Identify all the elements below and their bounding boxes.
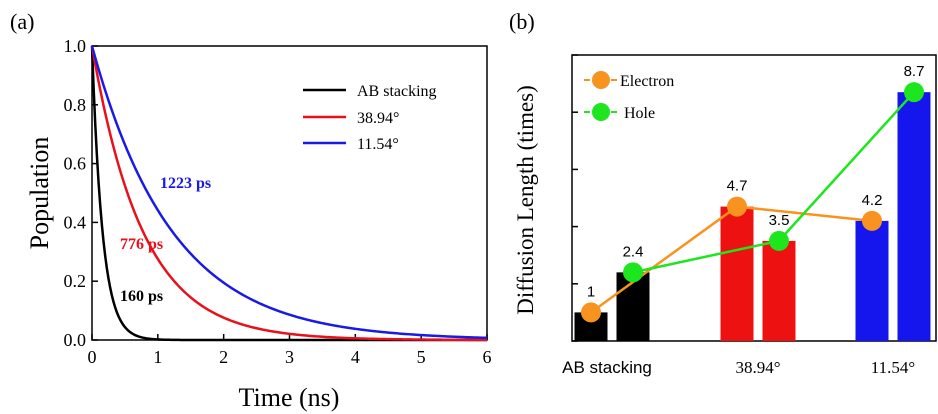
a-xtick-label: 4 (351, 347, 360, 367)
panel-b-label: (b) (509, 9, 535, 34)
annotation-776ps: 776 ps (120, 236, 163, 253)
panel-a-series (90, 45, 488, 342)
a-xtick-label: 5 (417, 347, 426, 367)
a-series-line-1 (90, 45, 487, 342)
a-ytick-label: 0.4 (64, 212, 87, 232)
b-data-label: 1 (587, 283, 595, 300)
legend-label-ab: AB stacking (357, 83, 437, 100)
b-data-label: 4.7 (727, 178, 748, 195)
panel-a-label: (a) (10, 9, 34, 34)
panel-b-y-ticks (572, 54, 578, 342)
a-xtick-label: 2 (219, 347, 228, 367)
panel-b-plot-frame (571, 54, 937, 342)
legend-label-hole: Hole (624, 105, 655, 122)
annotation-1223ps: 1223 ps (160, 175, 211, 192)
a-xtick-label: 6 (483, 347, 492, 367)
b-bar-1-1 (762, 240, 796, 341)
b-bar-0-1 (616, 272, 650, 341)
a-ytick-label: 1.0 (64, 36, 87, 56)
b-point-0-2 (862, 210, 882, 231)
panel-b-legend: Electron Hole (584, 71, 674, 122)
b-data-label: 4.2 (862, 192, 883, 209)
b-point-1-0 (623, 262, 643, 283)
legend-marker-hole (592, 103, 610, 121)
b-category-label: 11.54° (871, 358, 915, 377)
legend-label-11: 11.54° (357, 136, 399, 153)
panel-b-category-labels: AB stacking 38.94° 11.54° (562, 358, 915, 377)
b-point-1-1 (769, 230, 789, 251)
b-data-label: 2.4 (623, 243, 644, 260)
b-bar-1-0 (720, 206, 754, 341)
b-category-label: AB stacking (562, 358, 652, 377)
a-xtick-label: 3 (285, 347, 294, 367)
b-point-1-2 (904, 82, 924, 103)
a-ytick-label: 0.6 (64, 154, 87, 174)
panel-b: (b) 1 4.7 4.2 2.4 3.5 8.7 AB stacking 38.94° 11… (509, 9, 937, 377)
b-point-0-1 (727, 196, 747, 217)
a-ytick-label: 0.0 (64, 330, 87, 350)
a-ytick-label: 0.2 (64, 271, 87, 291)
b-point-0-0 (581, 302, 601, 323)
panel-a-legend: AB stacking 38.94° 11.54° (303, 83, 437, 153)
panel-b-bars (574, 92, 931, 342)
a-series-line-2 (90, 45, 488, 340)
b-data-label: 8.7 (904, 63, 925, 80)
annotation-160ps: 160 ps (120, 288, 163, 305)
panel-a: (a) 0.0 0.2 0.4 0.6 0.8 1.0 0 1 2 3 4 5 6 1223 ps 7… (10, 9, 492, 412)
panel-a-x-axis-title: Time (ns) (239, 383, 340, 412)
panel-b-series: 1 4.7 4.2 2.4 3.5 8.7 (581, 63, 925, 323)
legend-marker-electron (592, 71, 610, 89)
legend-label-38: 38.94° (357, 110, 399, 127)
b-bar-2-0 (855, 220, 889, 341)
b-category-label: 38.94° (735, 358, 780, 377)
a-ytick-label: 0.8 (64, 95, 87, 115)
panel-a-y-axis-title: Population (25, 137, 54, 250)
b-bar-2-1 (897, 92, 931, 342)
legend-label-electron: Electron (620, 73, 674, 90)
a-xtick-label: 1 (153, 347, 162, 367)
b-data-label: 3.5 (769, 212, 790, 229)
a-xtick-label: 0 (88, 347, 97, 367)
panel-b-y-axis-title: Diffusion Length (times) (513, 85, 538, 315)
